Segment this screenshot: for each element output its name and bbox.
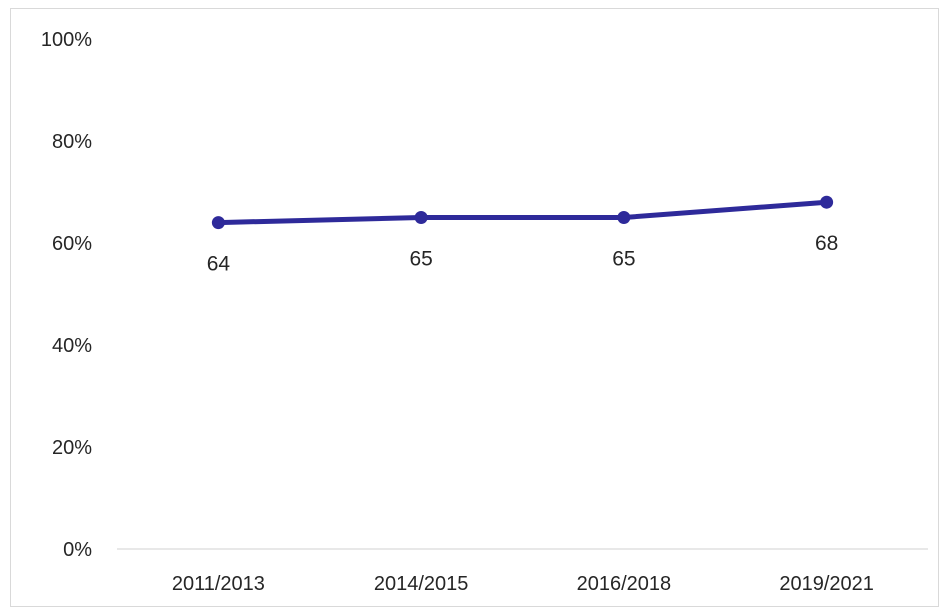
data-label: 65 xyxy=(612,248,635,271)
series-line xyxy=(218,202,826,222)
x-tick-label: 2014/2015 xyxy=(374,573,469,595)
y-tick-label: 80% xyxy=(52,131,92,153)
x-tick-label: 2016/2018 xyxy=(577,573,672,595)
x-tick-label: 2019/2021 xyxy=(779,573,874,595)
data-label: 65 xyxy=(409,248,432,271)
y-tick-label: 100% xyxy=(41,29,92,51)
y-tick-label: 0% xyxy=(63,539,92,561)
data-label: 64 xyxy=(207,253,231,276)
x-axis-labels: 2011/2013 2014/2015 2016/2018 2019/2021 xyxy=(172,573,874,595)
x-tick-label: 2011/2013 xyxy=(172,573,265,595)
y-axis-labels: 0% 20% 40% 60% 80% 100% xyxy=(41,29,92,561)
data-label: 68 xyxy=(815,232,838,255)
series-group xyxy=(212,196,833,229)
y-tick-label: 60% xyxy=(52,233,92,255)
y-tick-label: 20% xyxy=(52,437,92,459)
data-point xyxy=(415,211,428,224)
data-point xyxy=(617,211,630,224)
data-point xyxy=(212,216,225,229)
data-labels: 64 65 65 68 xyxy=(207,232,839,275)
y-tick-label: 40% xyxy=(52,335,92,357)
data-point xyxy=(820,196,833,209)
